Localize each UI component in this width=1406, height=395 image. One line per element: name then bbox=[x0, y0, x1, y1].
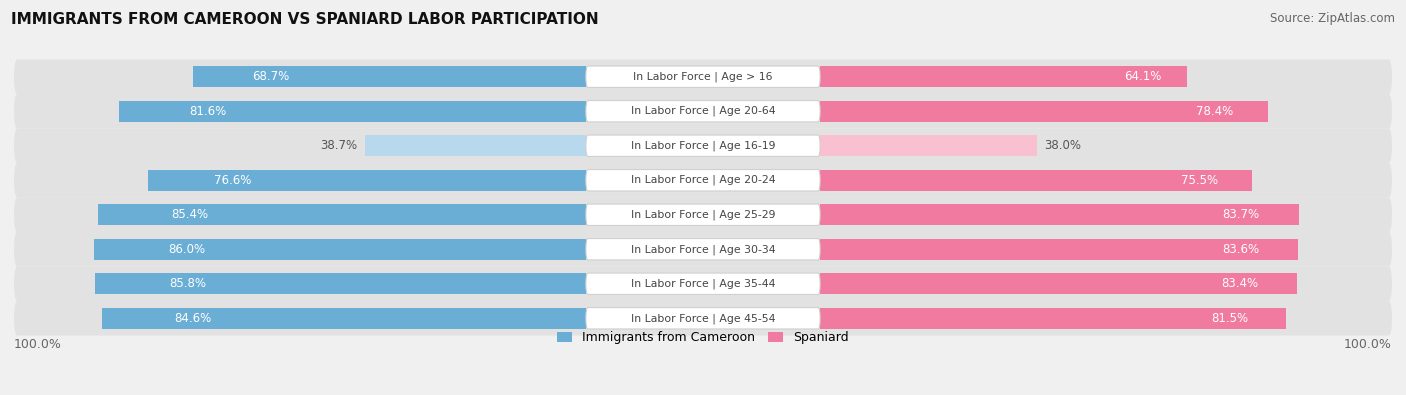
Text: 75.5%: 75.5% bbox=[1181, 174, 1219, 187]
Bar bbox=[148, 169, 586, 191]
Text: 38.7%: 38.7% bbox=[321, 139, 357, 152]
FancyBboxPatch shape bbox=[586, 101, 820, 122]
Text: 84.6%: 84.6% bbox=[174, 312, 212, 325]
Bar bbox=[820, 308, 1286, 329]
Text: 64.1%: 64.1% bbox=[1123, 70, 1161, 83]
Bar bbox=[820, 239, 1298, 260]
Text: 85.8%: 85.8% bbox=[169, 277, 205, 290]
Text: In Labor Force | Age 16-19: In Labor Force | Age 16-19 bbox=[631, 141, 775, 151]
Bar bbox=[103, 308, 586, 329]
FancyBboxPatch shape bbox=[586, 308, 820, 329]
FancyBboxPatch shape bbox=[14, 163, 1392, 198]
Text: In Labor Force | Age 25-29: In Labor Force | Age 25-29 bbox=[631, 209, 775, 220]
Text: 38.0%: 38.0% bbox=[1045, 139, 1081, 152]
Text: Source: ZipAtlas.com: Source: ZipAtlas.com bbox=[1270, 12, 1395, 25]
Text: 76.6%: 76.6% bbox=[214, 174, 250, 187]
Text: In Labor Force | Age 30-34: In Labor Force | Age 30-34 bbox=[631, 244, 775, 254]
FancyBboxPatch shape bbox=[14, 267, 1392, 301]
FancyBboxPatch shape bbox=[586, 239, 820, 260]
Text: 81.5%: 81.5% bbox=[1212, 312, 1249, 325]
FancyBboxPatch shape bbox=[14, 128, 1392, 163]
FancyBboxPatch shape bbox=[586, 204, 820, 226]
Text: 78.4%: 78.4% bbox=[1197, 105, 1233, 118]
Bar bbox=[96, 273, 586, 294]
FancyBboxPatch shape bbox=[586, 273, 820, 294]
Text: 83.4%: 83.4% bbox=[1222, 277, 1258, 290]
Bar bbox=[820, 169, 1251, 191]
FancyBboxPatch shape bbox=[14, 94, 1392, 128]
Bar bbox=[193, 66, 586, 87]
Text: 81.6%: 81.6% bbox=[190, 105, 226, 118]
Bar bbox=[364, 135, 586, 156]
Text: In Labor Force | Age 20-64: In Labor Force | Age 20-64 bbox=[631, 106, 775, 117]
Text: 83.7%: 83.7% bbox=[1223, 208, 1260, 221]
Bar bbox=[820, 135, 1038, 156]
Legend: Immigrants from Cameroon, Spaniard: Immigrants from Cameroon, Spaniard bbox=[557, 331, 849, 344]
Bar bbox=[94, 239, 586, 260]
Text: 86.0%: 86.0% bbox=[167, 243, 205, 256]
Text: In Labor Force | Age 45-54: In Labor Force | Age 45-54 bbox=[631, 313, 775, 324]
Text: 100.0%: 100.0% bbox=[1344, 338, 1392, 351]
FancyBboxPatch shape bbox=[586, 66, 820, 87]
Text: 83.6%: 83.6% bbox=[1222, 243, 1260, 256]
FancyBboxPatch shape bbox=[586, 135, 820, 156]
Bar bbox=[820, 101, 1268, 122]
Text: 68.7%: 68.7% bbox=[252, 70, 290, 83]
Bar bbox=[120, 101, 586, 122]
FancyBboxPatch shape bbox=[14, 301, 1392, 335]
Text: 100.0%: 100.0% bbox=[14, 338, 62, 351]
Text: In Labor Force | Age 20-24: In Labor Force | Age 20-24 bbox=[631, 175, 775, 186]
Bar bbox=[820, 273, 1296, 294]
Bar bbox=[820, 204, 1299, 226]
Bar bbox=[820, 66, 1187, 87]
Text: 85.4%: 85.4% bbox=[170, 208, 208, 221]
FancyBboxPatch shape bbox=[14, 60, 1392, 94]
FancyBboxPatch shape bbox=[14, 198, 1392, 232]
FancyBboxPatch shape bbox=[586, 169, 820, 191]
Text: In Labor Force | Age 35-44: In Labor Force | Age 35-44 bbox=[631, 278, 775, 289]
Text: IMMIGRANTS FROM CAMEROON VS SPANIARD LABOR PARTICIPATION: IMMIGRANTS FROM CAMEROON VS SPANIARD LAB… bbox=[11, 12, 599, 27]
Bar bbox=[97, 204, 586, 226]
FancyBboxPatch shape bbox=[14, 232, 1392, 267]
Text: In Labor Force | Age > 16: In Labor Force | Age > 16 bbox=[633, 71, 773, 82]
